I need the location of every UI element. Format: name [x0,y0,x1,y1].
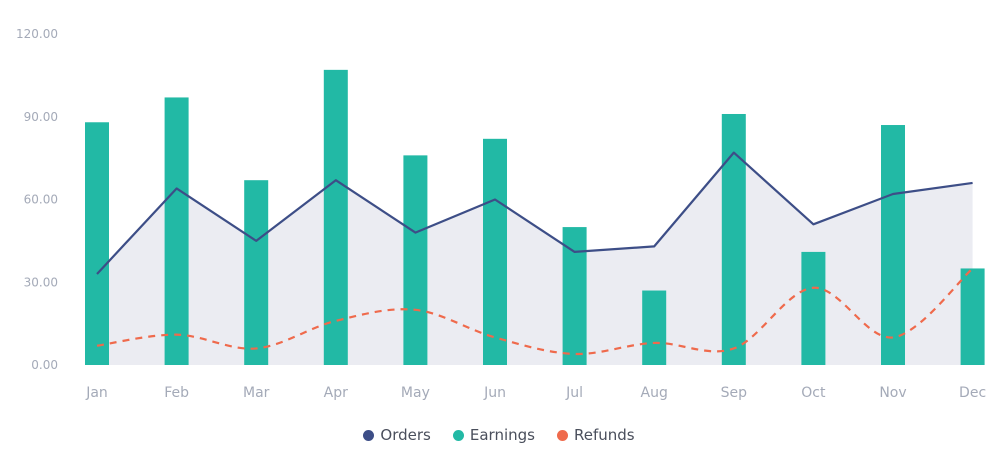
earnings-bar-dec [960,268,985,365]
x-tick-label-dec: Dec [959,385,986,401]
legend-item-orders[interactable]: Orders [363,426,431,444]
legend-marker-refunds [556,429,568,441]
orders-line [96,151,973,275]
earnings-bar-jul [562,227,587,365]
x-axis-ticks: Jan Feb Mar Apr May Jun Jul Aug Sep Oct Nov Dec [85,385,986,401]
legend-item-earnings[interactable]: Earnings [452,426,535,444]
x-tick-label-mar: Mar [243,385,270,401]
x-tick-label-sep: Sep [721,385,748,401]
legend-marker-orders [363,429,375,441]
earnings-bar-mar [244,180,269,365]
earnings-bar-aug [642,290,667,365]
orders-area-layer [97,152,973,365]
y-tick-label: 120.00 [16,27,58,41]
x-tick-label-feb: Feb [164,385,189,401]
y-tick-label: 30.00 [24,275,58,289]
orders-area-fill [97,152,973,365]
legend-label-refunds: Refunds [573,426,635,444]
earnings-bar-feb [164,97,189,366]
x-tick-label-aug: Aug [641,385,668,401]
lines-layer [96,151,974,356]
y-tick-label: 90.00 [24,110,58,124]
earnings-bar-nov [881,125,905,366]
x-tick-label-jan: Jan [85,385,108,401]
x-tick-label-jul: Jul [565,385,583,401]
x-tick-label-may: May [401,385,430,401]
combo-chart-svg: 0.00 30.00 60.00 90.00 120.00 Jan Feb Mar Apr Ma… [16,27,986,401]
earnings-bar-sep [721,113,746,365]
earnings-bar-apr [323,69,348,365]
earnings-bar-jun [483,138,507,365]
earnings-bars-layer [85,69,985,366]
refunds-line [96,267,974,356]
legend-label-orders: Orders [380,426,431,444]
legend: Orders Earnings Refunds [0,426,998,444]
x-tick-label-nov: Nov [879,385,906,401]
y-tick-label: 0.00 [31,358,58,372]
x-tick-label-oct: Oct [801,385,826,401]
legend-item-refunds[interactable]: Refunds [556,426,635,444]
x-tick-label-apr: Apr [324,385,348,401]
earnings-bar-may [403,155,428,365]
earnings-bar-jan [85,122,109,366]
y-tick-label: 60.00 [24,193,58,207]
legend-marker-earnings [452,429,464,441]
legend-label-earnings: Earnings [469,426,535,444]
x-tick-label-jun: Jun [483,385,506,401]
earnings-bar-oct [801,251,826,365]
y-axis-ticks: 0.00 30.00 60.00 90.00 120.00 [16,27,58,372]
